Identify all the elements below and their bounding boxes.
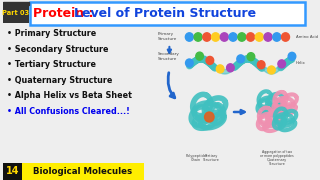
Text: Part 03: Part 03 — [2, 10, 29, 15]
Circle shape — [194, 33, 202, 41]
Text: Polypeptide
Chain: Polypeptide Chain — [186, 154, 206, 162]
FancyBboxPatch shape — [30, 2, 305, 25]
Circle shape — [268, 66, 275, 74]
Text: • Alpha Helix vs Beta Sheet: • Alpha Helix vs Beta Sheet — [7, 91, 132, 100]
Circle shape — [246, 33, 254, 41]
Circle shape — [227, 64, 234, 72]
Text: Helix: Helix — [296, 61, 306, 65]
Text: • Primary Structure: • Primary Structure — [7, 29, 96, 38]
Circle shape — [273, 33, 281, 41]
Text: Tertiary
Structure: Tertiary Structure — [203, 154, 220, 162]
Circle shape — [229, 33, 237, 41]
Circle shape — [288, 52, 296, 60]
Circle shape — [257, 61, 265, 69]
Circle shape — [206, 56, 214, 64]
Circle shape — [196, 52, 204, 60]
Circle shape — [264, 33, 272, 41]
Circle shape — [212, 33, 220, 41]
Text: 14: 14 — [6, 166, 19, 177]
Text: • Quaternary Structure: • Quaternary Structure — [7, 75, 112, 84]
Circle shape — [278, 60, 285, 68]
Circle shape — [237, 55, 244, 63]
Circle shape — [186, 59, 193, 67]
Text: Primary
Structure: Primary Structure — [158, 32, 177, 41]
Circle shape — [203, 33, 211, 41]
FancyBboxPatch shape — [3, 0, 307, 180]
Circle shape — [204, 112, 214, 122]
Text: Protein :: Protein : — [33, 7, 97, 20]
FancyBboxPatch shape — [3, 163, 22, 180]
Circle shape — [216, 65, 224, 73]
Circle shape — [238, 33, 246, 41]
Text: • Secondary Structure: • Secondary Structure — [7, 44, 108, 53]
Text: Level of Protein Structure: Level of Protein Structure — [74, 7, 257, 20]
Text: Amino Acid: Amino Acid — [296, 35, 318, 39]
Text: • All Confusions Cleared...!: • All Confusions Cleared...! — [7, 107, 130, 116]
Circle shape — [255, 33, 263, 41]
FancyBboxPatch shape — [3, 163, 144, 180]
Circle shape — [282, 33, 290, 41]
Text: Aggregation of two
or more polypeptides: Aggregation of two or more polypeptides — [260, 150, 294, 158]
Polygon shape — [3, 2, 29, 5]
Text: • Tertiary Structure: • Tertiary Structure — [7, 60, 96, 69]
Circle shape — [247, 53, 255, 61]
Text: Biological Molecules: Biological Molecules — [33, 167, 132, 176]
Circle shape — [185, 33, 193, 41]
Circle shape — [220, 33, 228, 41]
FancyBboxPatch shape — [3, 2, 29, 23]
Text: Secondary
Structure: Secondary Structure — [158, 52, 180, 61]
Text: Quaternary
Structure: Quaternary Structure — [267, 158, 287, 166]
